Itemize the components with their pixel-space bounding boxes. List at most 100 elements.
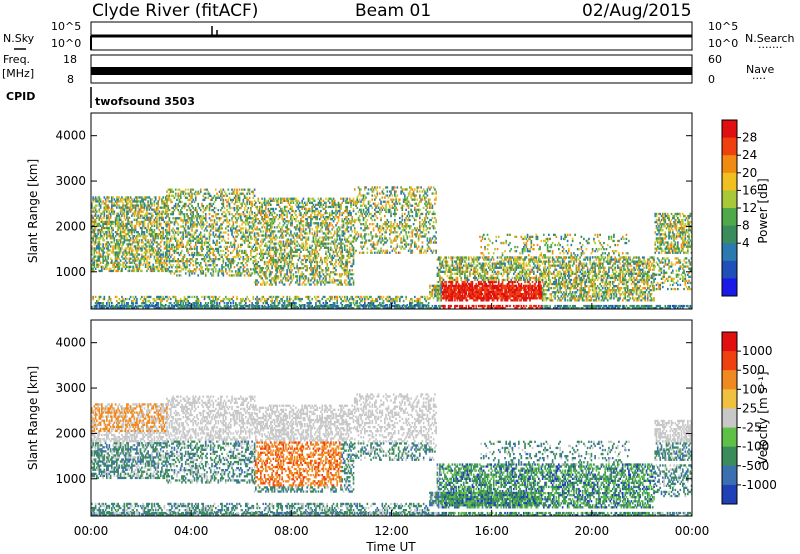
power-echo-cell: [169, 231, 171, 233]
power-echo-cell: [206, 266, 208, 268]
power-echo-cell: [380, 219, 382, 221]
power-echo-cell: [187, 252, 189, 254]
power-echo-cell: [139, 245, 141, 247]
power-echo-cell: [298, 208, 300, 210]
power-echo-cell: [274, 220, 276, 222]
power-echo-cell: [239, 201, 241, 203]
power-echo-cell: [185, 246, 187, 248]
power-echo-cell: [425, 252, 427, 254]
power-echo-cell: [283, 241, 285, 243]
power-echo-cell: [273, 263, 275, 265]
power-echo-cell: [99, 258, 101, 260]
power-echo-cell: [213, 274, 215, 276]
power-echo-cell: [346, 200, 348, 202]
power-echo-cell: [199, 252, 201, 254]
power-echo-cell: [380, 229, 382, 231]
power-echo-cell: [249, 215, 251, 217]
power-echo-cell: [112, 196, 114, 198]
power-echo-cell: [404, 219, 406, 221]
power-echo-cell: [318, 253, 320, 255]
power-echo-cell: [261, 216, 263, 218]
power-echo-cell: [335, 214, 337, 216]
power-echo-cell: [430, 203, 432, 205]
power-echo-cell: [174, 256, 176, 258]
power-echo-cell: [231, 252, 233, 254]
power-echo-cell: [156, 221, 158, 223]
power-echo-cell: [394, 219, 396, 221]
power-echo-cell: [214, 201, 216, 203]
power-echo-cell: [244, 234, 246, 236]
power-echo-cell: [365, 221, 367, 223]
power-echo-cell: [202, 207, 204, 209]
power-echo-cell: [309, 230, 311, 232]
power-echo-cell: [423, 194, 425, 196]
power-echo-cell: [234, 191, 236, 193]
frequency-strip: 18 8 60 0 Freq. [MHz] Nave ····: [2, 53, 774, 86]
power-echo-cell: [315, 238, 317, 240]
power-echo-cell: [95, 268, 97, 270]
power-echo-cell: [202, 205, 204, 207]
power-echo-cell: [422, 246, 424, 248]
power-echo-cell: [291, 206, 293, 208]
power-echo-cell: [239, 189, 241, 191]
power-echo-cell: [156, 207, 158, 209]
power-echo-cell: [258, 198, 260, 200]
power-echo-cell: [368, 233, 370, 235]
power-echo-cell: [204, 244, 206, 246]
power-echo-cell: [176, 264, 178, 266]
power-echo-cell: [194, 234, 196, 236]
power-echo-cell: [92, 268, 94, 270]
power-echo-cell: [286, 269, 288, 271]
power-echo-cell: [146, 258, 148, 260]
power-echo-cell: [293, 263, 295, 265]
power-echo-cell: [149, 300, 151, 302]
power-echo-cell: [251, 203, 253, 205]
power-echo-cell: [419, 209, 421, 211]
power-echo-cell: [286, 247, 288, 249]
power-echo-cell: [314, 200, 316, 202]
power-echo-cell: [260, 255, 262, 257]
power-echo-cell: [112, 223, 114, 225]
power-echo-cell: [318, 222, 320, 224]
power-echo-cell: [240, 274, 242, 276]
power-echo-cell: [326, 212, 328, 214]
power-echo-cell: [221, 264, 223, 266]
power-echo-cell: [221, 223, 223, 225]
power-echo-cell: [300, 232, 302, 234]
power-echo-cell: [244, 209, 246, 211]
power-echo-cell: [177, 223, 179, 225]
power-echo-cell: [229, 203, 231, 205]
power-echo-cell: [405, 241, 407, 243]
power-echo-cell: [284, 263, 286, 265]
power-echo-cell: [129, 235, 131, 237]
power-echo-cell: [414, 188, 416, 190]
power-echo-cell: [99, 241, 101, 243]
power-echo-cell: [390, 221, 392, 223]
power-echo-cell: [190, 199, 192, 201]
power-echo-cell: [288, 279, 290, 281]
power-echo-cell: [429, 205, 431, 207]
power-echo-cell: [289, 259, 291, 261]
power-echo-cell: [390, 190, 392, 192]
power-echo-cell: [246, 201, 248, 203]
power-echo-cell: [425, 197, 427, 199]
power-echo-cell: [126, 298, 128, 300]
power-echo-cell: [122, 227, 124, 229]
power-echo-cell: [344, 245, 346, 247]
power-echo-cell: [189, 193, 191, 195]
power-echo-cell: [161, 258, 163, 260]
power-echo-cell: [169, 242, 171, 244]
power-echo-cell: [338, 216, 340, 218]
power-echo-cell: [424, 235, 426, 237]
power-echo-cell: [344, 267, 346, 269]
power-echo-cell: [246, 211, 248, 213]
power-echo-cell: [407, 223, 409, 225]
power-echo-cell: [145, 239, 147, 241]
power-echo-cell: [134, 262, 136, 264]
power-echo-cell: [346, 269, 348, 271]
power-echo-cell: [409, 235, 411, 237]
power-echo-cell: [310, 214, 312, 216]
power-echo-cell: [415, 243, 417, 245]
power-echo-cell: [182, 221, 184, 223]
power-echo-cell: [289, 283, 291, 285]
